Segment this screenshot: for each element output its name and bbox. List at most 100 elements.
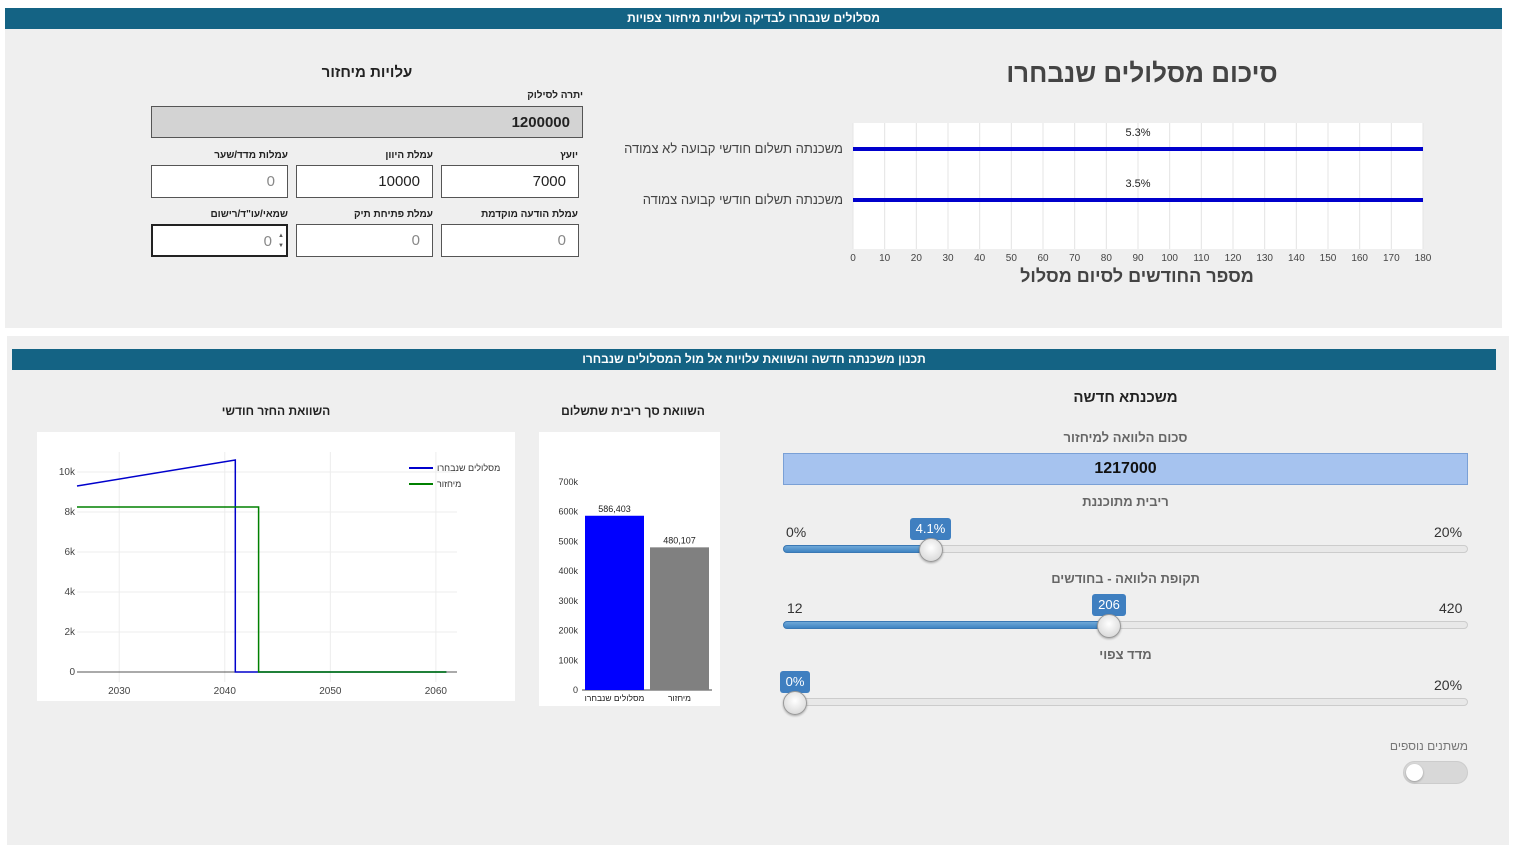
advisor-label: יועץ <box>560 150 578 161</box>
summary-tick-label: 0 <box>850 253 856 264</box>
summary-tick-label: 180 <box>1415 253 1432 264</box>
index-slider-handle[interactable] <box>783 691 807 715</box>
interest-category-label: מיחזור <box>668 693 691 703</box>
index-fee-label: עמלות מדד/שער <box>214 150 288 161</box>
monthly-xtick-label: 2030 <box>108 686 131 697</box>
index-max: 20% <box>1434 677 1463 693</box>
monthly-xtick-label: 2040 <box>214 686 237 697</box>
summary-bar-label: 3.5% <box>1125 178 1150 190</box>
deviation-fee-input[interactable]: 10000 <box>296 165 433 198</box>
index-label: מדד צפוי <box>1099 647 1152 662</box>
interest-ytick-label: 0 <box>573 685 578 695</box>
monthly-ytick-label: 6k <box>64 547 76 558</box>
more-variables-label: משתנים נוספים <box>1389 739 1468 753</box>
advisor-input[interactable]: 7000 <box>441 165 579 198</box>
file-fee-label: עמלת פתיחת תיק <box>353 209 433 220</box>
loan-amount-field[interactable]: 1217000 <box>783 453 1468 485</box>
summary-tick-label: 30 <box>942 253 954 264</box>
monthly-chart-title: השוואת החזר חודשי <box>221 404 331 418</box>
summary-tick-label: 100 <box>1161 253 1178 264</box>
toggle-knob <box>1406 764 1423 781</box>
summary-tick-label: 120 <box>1225 253 1242 264</box>
summary-tick-label: 60 <box>1037 253 1049 264</box>
interest-category-label: מסלולים שנבחרו <box>585 693 645 703</box>
interest-ytick-label: 700k <box>558 477 578 487</box>
rate-slider-handle[interactable] <box>918 538 943 562</box>
interest-ytick-label: 600k <box>558 507 578 517</box>
monthly-xtick-label: 2060 <box>425 686 448 697</box>
monthly-ytick-label: 2k <box>64 627 76 638</box>
rate-min: 0% <box>786 524 807 540</box>
monthly-ytick-label: 4k <box>64 587 76 598</box>
refi-costs-title: עלויות מיחזור <box>321 64 413 81</box>
summary-tick-label: 150 <box>1320 253 1337 264</box>
notice-fee-input[interactable]: 0 <box>441 224 579 257</box>
index-value-bubble: 0% <box>779 671 811 693</box>
interest-bar <box>650 547 709 690</box>
summary-tick-label: 110 <box>1193 253 1209 264</box>
period-value-bubble: 206 <box>1092 594 1126 616</box>
summary-category-1: משכנתה תשלום חודשי קבועה לא צמודה <box>624 141 843 156</box>
monthly-ytick-label: 0 <box>69 667 75 678</box>
period-label: תקופת הלוואה - בחודשים <box>1051 571 1200 586</box>
summary-tick-label: 10 <box>879 253 891 264</box>
appraiser-fee-label: שמאי/עו"ד/רישום <box>210 209 288 220</box>
monthly-ytick-label: 10k <box>59 467 76 478</box>
period-slider-fill <box>783 621 1109 629</box>
appraiser-fee-value: 0 <box>263 233 272 250</box>
summary-tick-label: 20 <box>911 253 923 264</box>
rate-slider-fill <box>783 545 931 553</box>
interest-ytick-label: 500k <box>558 536 578 546</box>
summary-tick-label: 70 <box>1069 253 1081 264</box>
more-variables-toggle[interactable] <box>1403 761 1468 784</box>
new-mortgage-title: משכנתא חדשה <box>1073 389 1178 406</box>
interest-bar-label: 586,403 <box>598 504 631 514</box>
monthly-legend-label: מיחזור <box>437 479 461 489</box>
summary-tick-label: 90 <box>1132 253 1144 264</box>
top-section-header: מסלולים שנבחרו לבדיקה ועלויות מיחזור צפו… <box>5 8 1502 29</box>
period-min: 12 <box>787 600 803 616</box>
monthly-series-line <box>77 506 447 673</box>
summary-xlabel: מספר החודשים לסיום מסלול <box>1020 266 1254 286</box>
monthly-xtick-label: 2050 <box>319 686 342 697</box>
appraiser-fee-input[interactable]: 0 ▲ ▼ <box>151 224 288 257</box>
interest-ytick-label: 300k <box>558 596 578 606</box>
index-slider-track[interactable] <box>783 698 1468 706</box>
summary-tick-label: 80 <box>1101 253 1113 264</box>
deviation-fee-label: עמלת היוון <box>385 150 433 161</box>
notice-fee-label: עמלת הודעה מוקדמת <box>481 209 578 220</box>
summary-chart: 5.3% 3.5% 0 10 20 30 40 50 60 70 80 90 100 110 120 130… <box>850 123 1432 264</box>
rate-label: ריבית מתוכננת <box>1082 494 1169 509</box>
period-max: 420 <box>1439 600 1463 616</box>
interest-ytick-label: 200k <box>558 626 578 636</box>
summary-bar-label: 5.3% <box>1125 127 1150 139</box>
interest-bar-label: 480,107 <box>663 535 696 545</box>
summary-tick-label: 130 <box>1256 253 1273 264</box>
interest-bar <box>585 515 644 690</box>
summary-tick-label: 160 <box>1351 253 1368 264</box>
bottom-section-header: תכנון משכנתה חדשה והשוואת עלויות אל מול … <box>12 349 1496 370</box>
summary-tick-label: 40 <box>974 253 986 264</box>
balance-label: יתרה לסילוק <box>527 90 583 101</box>
loan-amount-label: סכום הלוואה למיחזור <box>1063 430 1188 445</box>
summary-category-2: משכנתה תשלום חודשי קבועה צמודה <box>642 192 843 207</box>
monthly-series-line <box>76 459 447 673</box>
summary-chart-title: סיכום מסלולים שנבחרו <box>1006 58 1278 88</box>
interest-comparison-chart: 0 100k 200k 300k 400k 500k 600k 700k 586,403 מסלו… <box>539 432 720 706</box>
monthly-legend-label: מסלולים שנבחרו <box>437 463 500 473</box>
rate-value-bubble: 4.1% <box>909 518 952 540</box>
period-slider-handle[interactable] <box>1096 614 1121 638</box>
spinner-arrows-icon[interactable]: ▲ ▼ <box>278 233 284 249</box>
interest-chart-title: השוואת סך ריבית שתשלום <box>561 404 705 418</box>
summary-tick-label: 50 <box>1006 253 1018 264</box>
monthly-ytick-label: 8k <box>64 507 76 518</box>
monthly-comparison-chart: 2030 2040 2050 2060 0 2k 4k 6k 8k 10k מסלולים שנבח… <box>37 432 515 701</box>
interest-ytick-label: 100k <box>558 655 578 665</box>
index-fee-input[interactable]: 0 <box>151 165 288 198</box>
summary-tick-label: 170 <box>1383 253 1400 264</box>
balance-field: 1200000 <box>151 106 583 138</box>
interest-ytick-label: 400k <box>558 566 578 576</box>
summary-tick-label: 140 <box>1288 253 1305 264</box>
rate-max: 20% <box>1434 524 1463 540</box>
file-fee-input[interactable]: 0 <box>296 224 433 257</box>
